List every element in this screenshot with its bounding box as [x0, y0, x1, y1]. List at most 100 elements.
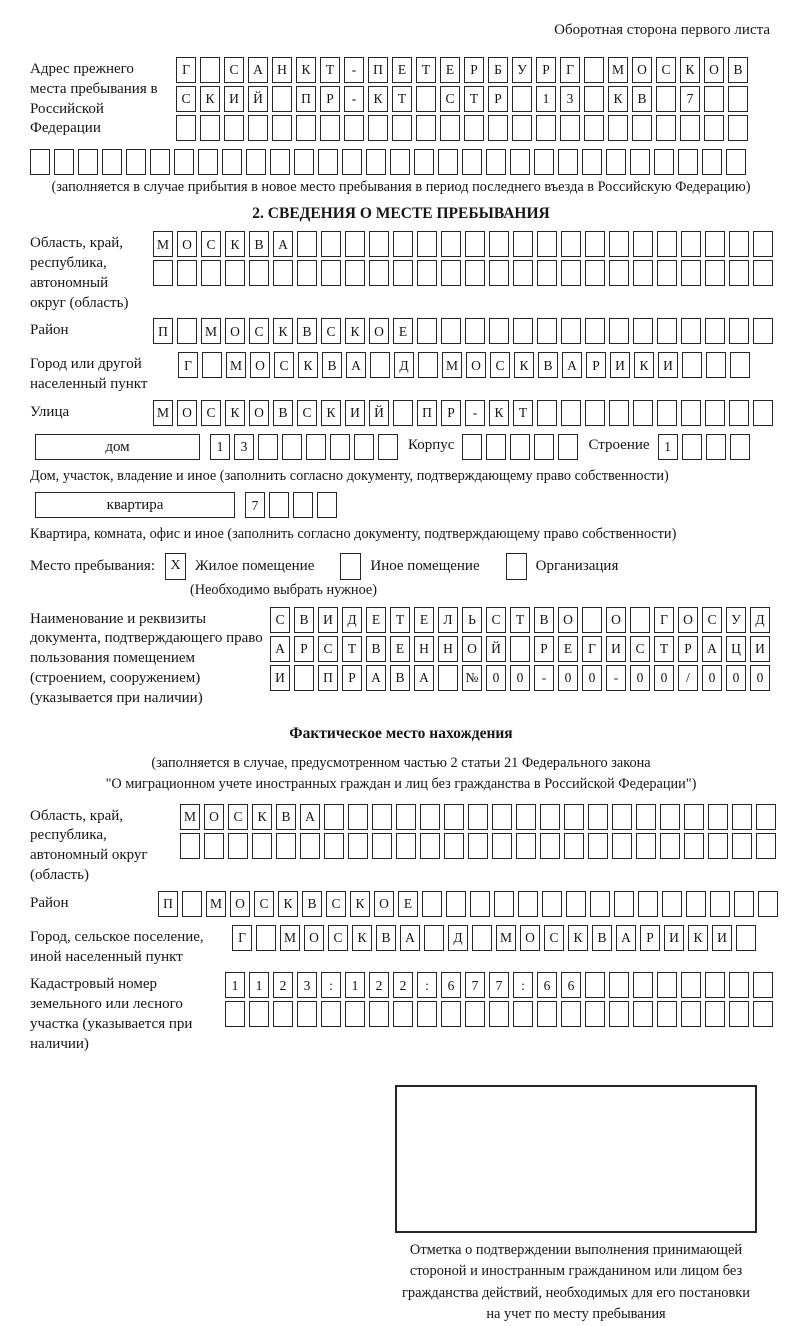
- char-cell[interactable]: [681, 972, 701, 999]
- char-cell[interactable]: [345, 260, 365, 287]
- char-cell[interactable]: [612, 832, 632, 859]
- char-cell[interactable]: [536, 115, 556, 141]
- char-cell[interactable]: Е: [414, 606, 434, 633]
- char-cell[interactable]: А: [270, 635, 290, 662]
- char-cell[interactable]: В: [592, 924, 612, 951]
- char-cell[interactable]: О: [466, 352, 486, 379]
- char-cell[interactable]: [561, 1001, 581, 1028]
- char-cell[interactable]: О: [304, 924, 324, 951]
- char-cell[interactable]: А: [346, 352, 366, 379]
- char-cell[interactable]: [705, 400, 725, 427]
- char-cell[interactable]: [660, 803, 680, 830]
- char-cell[interactable]: [438, 664, 458, 691]
- char-cell[interactable]: [78, 149, 98, 175]
- char-cell[interactable]: [318, 149, 338, 175]
- char-cell[interactable]: [369, 1001, 389, 1028]
- char-cell[interactable]: [633, 318, 653, 345]
- char-cell[interactable]: [200, 57, 220, 83]
- char-cell[interactable]: [660, 832, 680, 859]
- char-cell[interactable]: М: [153, 231, 173, 258]
- char-cell[interactable]: В: [297, 318, 317, 345]
- char-cell[interactable]: [680, 115, 700, 141]
- char-cell[interactable]: [608, 115, 628, 141]
- char-cell[interactable]: В: [249, 231, 269, 258]
- char-cell[interactable]: [657, 400, 677, 427]
- char-cell[interactable]: С: [201, 400, 221, 427]
- char-cell[interactable]: Д: [394, 352, 414, 379]
- char-cell[interactable]: [510, 149, 530, 175]
- char-cell[interactable]: [636, 803, 656, 830]
- char-cell[interactable]: С: [630, 635, 650, 662]
- char-cell[interactable]: О: [369, 318, 389, 345]
- char-cell[interactable]: С: [486, 606, 506, 633]
- char-cell[interactable]: [126, 149, 146, 175]
- char-cell[interactable]: [681, 434, 702, 461]
- char-cell[interactable]: Е: [398, 890, 418, 917]
- char-cell[interactable]: [736, 924, 756, 951]
- char-cell[interactable]: [632, 115, 652, 141]
- char-cell[interactable]: И: [270, 664, 290, 691]
- char-cell[interactable]: [378, 434, 398, 461]
- char-cell[interactable]: [706, 352, 726, 379]
- char-cell[interactable]: М: [153, 400, 173, 427]
- char-cell[interactable]: С: [176, 86, 196, 112]
- char-cell[interactable]: В: [390, 664, 410, 691]
- char-cell[interactable]: А: [400, 924, 420, 951]
- char-cell[interactable]: :: [417, 972, 437, 999]
- char-cell[interactable]: [585, 318, 605, 345]
- char-cell[interactable]: В: [538, 352, 558, 379]
- char-cell[interactable]: А: [414, 664, 434, 691]
- char-cell[interactable]: [441, 318, 461, 345]
- char-cell[interactable]: [540, 803, 560, 830]
- char-cell[interactable]: Р: [320, 86, 340, 112]
- char-cell[interactable]: [657, 231, 677, 258]
- char-cell[interactable]: [272, 115, 292, 141]
- char-cell[interactable]: А: [300, 803, 320, 830]
- char-cell[interactable]: [446, 890, 466, 917]
- char-cell[interactable]: [420, 803, 440, 830]
- char-cell[interactable]: [324, 803, 344, 830]
- char-cell[interactable]: [273, 1001, 293, 1028]
- char-cell[interactable]: И: [318, 606, 338, 633]
- char-cell[interactable]: [756, 803, 776, 830]
- char-cell[interactable]: [678, 149, 698, 175]
- char-cell[interactable]: О: [606, 606, 626, 633]
- char-cell[interactable]: О: [632, 57, 652, 83]
- char-cell[interactable]: Е: [440, 57, 460, 83]
- char-cell[interactable]: [609, 260, 629, 287]
- char-cell[interactable]: [324, 832, 344, 859]
- char-cell[interactable]: №: [462, 664, 482, 691]
- char-cell[interactable]: [492, 832, 512, 859]
- char-cell[interactable]: [758, 890, 778, 917]
- char-cell[interactable]: [585, 972, 605, 999]
- char-cell[interactable]: С: [440, 86, 460, 112]
- char-cell[interactable]: [734, 890, 754, 917]
- char-cell[interactable]: [344, 115, 364, 141]
- char-cell[interactable]: [177, 318, 197, 345]
- char-cell[interactable]: [585, 1001, 605, 1028]
- char-cell[interactable]: [614, 890, 634, 917]
- char-cell[interactable]: К: [296, 57, 316, 83]
- char-cell[interactable]: 3: [234, 434, 254, 461]
- char-cell[interactable]: У: [726, 606, 746, 633]
- char-cell[interactable]: [224, 115, 244, 141]
- char-cell[interactable]: 0: [630, 664, 650, 691]
- char-cell[interactable]: [681, 1001, 701, 1028]
- char-cell[interactable]: [342, 149, 362, 175]
- char-cell[interactable]: К: [350, 890, 370, 917]
- char-cell[interactable]: И: [345, 400, 365, 427]
- char-cell[interactable]: [465, 231, 485, 258]
- char-cell[interactable]: Е: [558, 635, 578, 662]
- char-cell[interactable]: С: [656, 57, 676, 83]
- char-cell[interactable]: -: [344, 57, 364, 83]
- char-cell[interactable]: В: [632, 86, 652, 112]
- char-cell[interactable]: [609, 318, 629, 345]
- char-cell[interactable]: В: [273, 400, 293, 427]
- char-cell[interactable]: [753, 1001, 773, 1028]
- char-cell[interactable]: М: [180, 803, 200, 830]
- char-cell[interactable]: [422, 890, 442, 917]
- char-cell[interactable]: [729, 231, 749, 258]
- char-cell[interactable]: [705, 231, 725, 258]
- char-cell[interactable]: [393, 260, 413, 287]
- char-cell[interactable]: [609, 1001, 629, 1028]
